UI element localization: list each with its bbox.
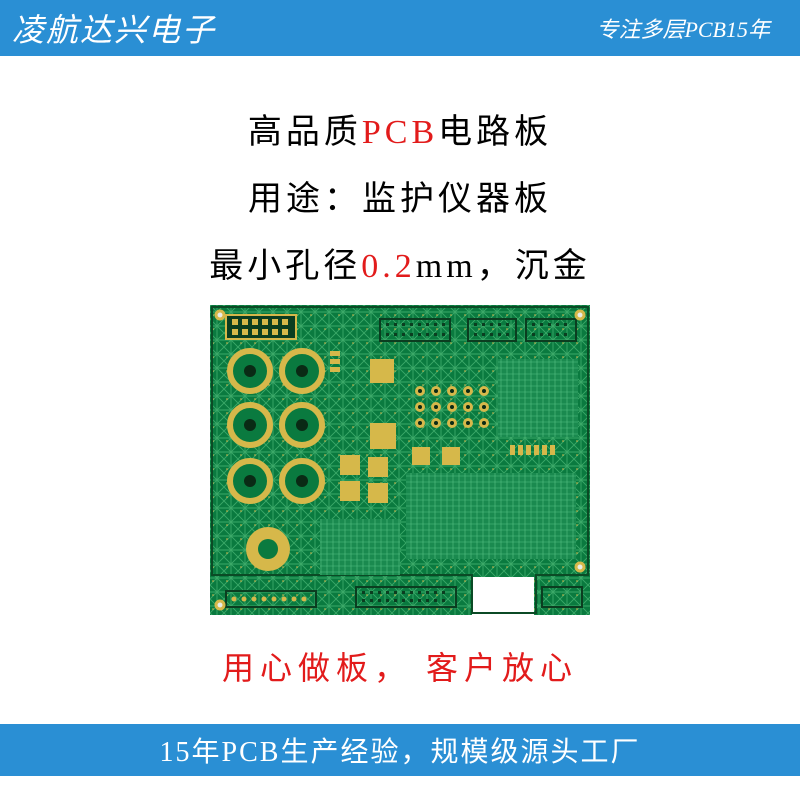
headline-line-3-post: mm，沉金	[416, 248, 591, 285]
headline-line-1-accent: PCB	[362, 114, 438, 151]
bottom-banner: 15年PCB生产经验，规模级源头工厂	[0, 724, 800, 776]
headline-line-1: 高品质PCB电路板	[0, 104, 800, 153]
brand-name: 凌航达兴电子	[12, 5, 216, 51]
slogan-text: 用心做板， 客户放心	[0, 643, 800, 689]
headline-block: 高品质PCB电路板 用途：监护仪器板 最小孔径0.2mm，沉金	[0, 104, 800, 287]
top-banner: 凌航达兴电子 专注多层PCB15年	[0, 0, 800, 56]
pcb-top-left-conn	[226, 315, 296, 339]
pcb-image-wrap	[0, 305, 800, 615]
pcb-illustration	[210, 305, 590, 615]
headline-line-2: 用途：监护仪器板	[0, 171, 800, 220]
headline-line-3: 最小孔径0.2mm，沉金	[0, 238, 800, 287]
headline-line-3-pre: 最小孔径	[209, 248, 361, 285]
headline-line-1-pre: 高品质	[248, 114, 362, 151]
brand-tagline: 专注多层PCB15年	[596, 12, 770, 44]
headline-line-3-accent: 0.2	[361, 248, 416, 285]
headline-line-1-post: 电路板	[438, 114, 552, 151]
